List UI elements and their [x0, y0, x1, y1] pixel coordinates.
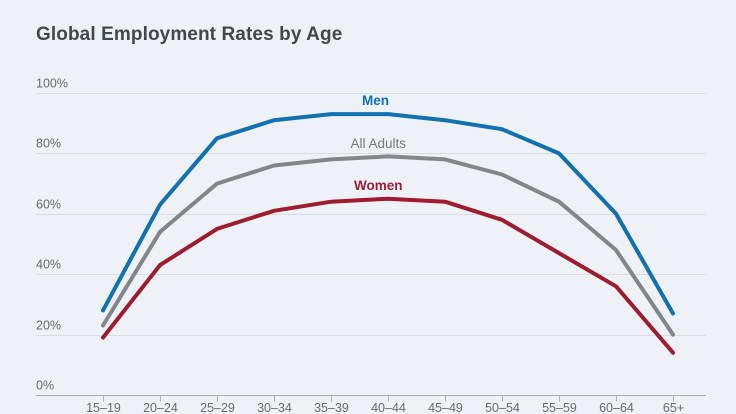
x-tick-label: 45–49 [428, 401, 463, 414]
series-line-women [101, 196, 675, 355]
series-label-women: Women [354, 178, 403, 193]
y-tick-label: 40% [36, 258, 61, 272]
x-tick-label: 60–64 [599, 401, 634, 414]
x-tick-label: 40–44 [371, 401, 406, 414]
x-tick-label: 35–39 [314, 401, 349, 414]
y-tick-label: 100% [36, 77, 68, 91]
y-tick-label: 0% [36, 379, 54, 393]
chart-title: Global Employment Rates by Age [36, 24, 343, 45]
x-tick-label: 65+ [663, 401, 684, 414]
x-tick-label: 50–54 [485, 401, 520, 414]
x-tick-label: 15–19 [86, 401, 121, 414]
x-tick-label: 30–34 [257, 401, 292, 414]
y-tick-label: 20% [36, 319, 61, 333]
y-tick-label: 60% [36, 198, 61, 212]
series-label-men: Men [362, 93, 389, 108]
x-tick-label: 55–59 [542, 401, 577, 414]
x-tick-label: 25–29 [200, 401, 235, 414]
series-line-men [101, 112, 675, 316]
series-label-all-adults: All Adults [351, 136, 407, 151]
x-tick-label: 20–24 [143, 401, 178, 414]
y-tick-label: 80% [36, 137, 61, 151]
series-line-all-adults [101, 154, 675, 337]
